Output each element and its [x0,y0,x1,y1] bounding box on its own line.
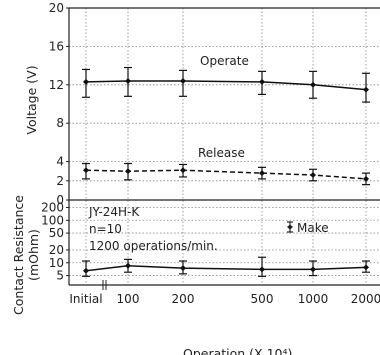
annotation-rate: 1200 operations/min. [89,239,218,253]
resistance-tick-label: 200 [41,200,64,214]
operate-point [83,78,89,85]
operate-line [85,80,367,91]
release-point [259,170,265,177]
voltage-tick-label: 4 [56,155,64,169]
resistance-tick-label: 50 [49,226,64,240]
operate-point [310,81,316,88]
release-point [125,168,131,175]
legend-make: Make [287,221,329,235]
voltage-tick-label: 12 [49,78,64,92]
annotation-n: n=10 [89,222,122,236]
grid [69,8,380,285]
x-tick-label: 200 [172,292,195,306]
release-point [83,167,89,174]
x-axis-label: Operation (X 10⁴) [183,346,292,355]
plot-frame [68,7,380,290]
operate-point [259,78,265,85]
annotation-model: JY-24H-K [88,205,140,219]
x-tick-label: Initial [69,292,102,306]
x-tick-label: 500 [251,292,274,306]
operate-point [363,86,369,93]
voltage-tick-label: 20 [49,1,64,15]
operate-label: Operate [200,54,249,68]
make-point [180,265,186,272]
x-tick-label: 1000 [298,292,329,306]
make-point [363,264,369,271]
x-tick-label: 100 [117,292,140,306]
release-point [363,175,369,182]
release-line [85,169,367,180]
make-point [310,266,316,273]
resistance-tick-label: 10 [49,256,64,270]
x-tick-label: 2000 [351,292,380,306]
voltage-tick-label: 2 [56,174,64,188]
resistance-tick-label: 5 [56,269,64,283]
voltage-tick-label: 0 [56,193,64,207]
legend-make-label: Make [297,221,329,235]
make-line [85,265,367,272]
resistance-axis-label-line1: Contact Resistance [11,195,26,315]
resistance-tick-label: 20 [49,243,64,257]
resistance-axis-label-line2: (mOhm) [26,229,41,281]
resistance-tick-label: 100 [41,213,64,227]
operate-point [125,77,131,84]
release-label: Release [198,146,245,160]
voltage-tick-label: 16 [49,39,64,53]
release-point [310,172,316,179]
voltage-axis-label: Voltage (V) [24,65,39,134]
series [82,66,370,277]
release-point [180,167,186,174]
make-point [259,266,265,273]
make-point [83,267,89,274]
voltage-tick-label: 8 [56,116,64,130]
operate-point [180,77,186,84]
make-point [125,262,131,269]
